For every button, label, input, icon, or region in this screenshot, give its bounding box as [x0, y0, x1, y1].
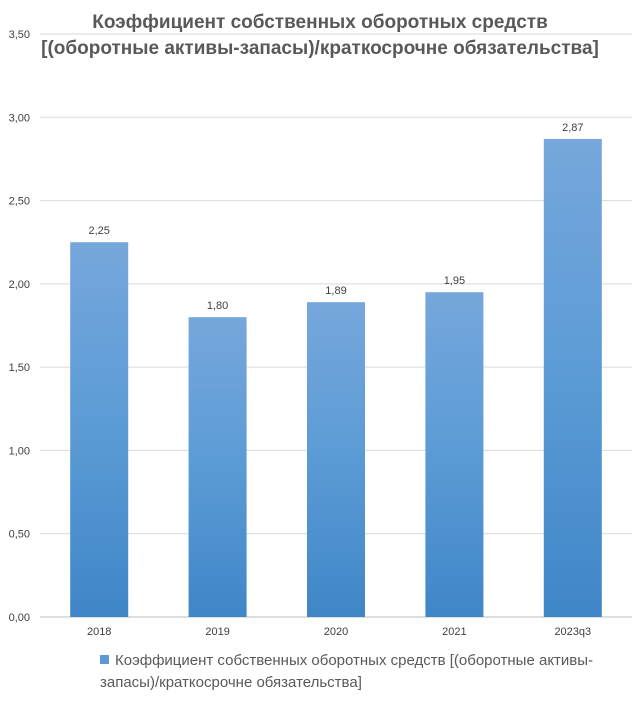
data-label: 1,89	[325, 285, 346, 297]
bar	[425, 292, 484, 617]
bar	[543, 138, 602, 617]
bar	[306, 302, 366, 617]
bar	[188, 317, 247, 617]
legend: Коэффициент собственных оборотных средст…	[100, 650, 620, 694]
data-label: 2,25	[88, 225, 109, 237]
y-tick-label: 3,50	[9, 29, 30, 41]
chart-title: Коэффициент собственных оборотных средст…	[41, 12, 599, 59]
x-tick-label: 2018	[87, 626, 111, 638]
x-tick-label: 2020	[324, 626, 348, 638]
y-tick-label: 2,00	[9, 279, 30, 291]
y-tick-label: 0,00	[9, 612, 30, 624]
y-tick-label: 1,00	[9, 445, 30, 457]
data-label: 1,95	[444, 275, 465, 287]
y-tick-label: 1,50	[9, 362, 30, 374]
x-tick-label: 2019	[205, 626, 229, 638]
data-label: 2,87	[562, 122, 583, 134]
legend-label: Коэффициент собственных оборотных средст…	[100, 652, 594, 691]
y-tick-label: 3,00	[9, 112, 30, 124]
legend-swatch	[100, 655, 109, 664]
y-tick-label: 2,50	[9, 196, 30, 208]
x-tick-label: 2021	[442, 626, 466, 638]
x-tick-label: 2023q3	[554, 626, 591, 638]
y-tick-label: 0,50	[9, 529, 30, 541]
bar	[70, 242, 129, 617]
data-label: 1,80	[207, 300, 228, 312]
